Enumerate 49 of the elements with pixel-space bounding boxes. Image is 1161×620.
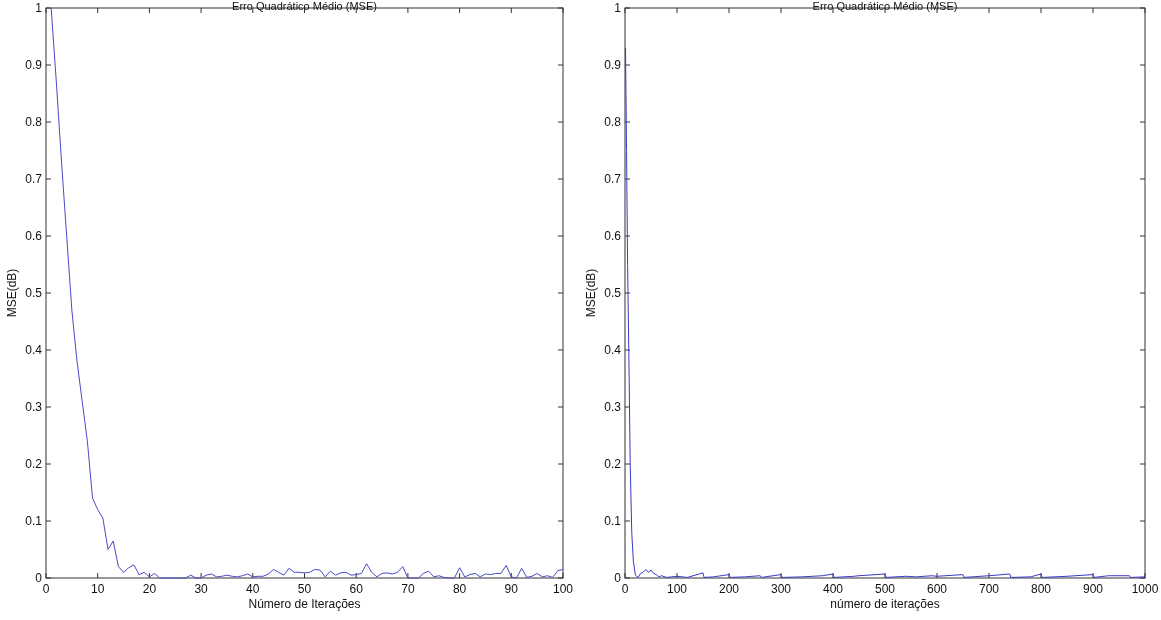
x-axis-title: Número de Iterações — [248, 597, 361, 611]
chart-title: Erro Quadrático Médio (MSE) — [812, 0, 958, 12]
x-tick-label: 20 — [142, 582, 157, 596]
x-tick-label: 500 — [874, 582, 896, 596]
y-tick-label: 0.3 — [604, 400, 622, 414]
y-tick-label: 0.8 — [604, 115, 622, 129]
x-tick-label: 800 — [1030, 582, 1052, 596]
y-tick-label: 0.7 — [25, 172, 43, 186]
y-tick-label: 0.4 — [25, 343, 43, 357]
x-tick-label: 900 — [1082, 582, 1104, 596]
y-tick-label: 0.6 — [25, 229, 43, 243]
y-tick-label: 0.4 — [604, 343, 622, 357]
y-tick-label: 0.3 — [25, 400, 43, 414]
y-tick-label: 1 — [35, 1, 43, 15]
x-tick-label: 40 — [246, 582, 260, 596]
chart-title: Erro Quadrático Médio (MSE) — [232, 0, 377, 12]
y-axis-title: MSE(dB) — [584, 268, 598, 318]
y-tick-label: 1 — [614, 1, 622, 15]
y-tick-label: 0.8 — [25, 115, 43, 129]
y-tick-label: 0.9 — [25, 58, 43, 72]
y-tick-label: 0.5 — [25, 286, 43, 300]
x-tick-label: 300 — [770, 582, 792, 596]
y-tick-label: 0.2 — [25, 457, 43, 471]
line-series — [625, 47, 1146, 578]
y-axis-title: MSE(dB) — [5, 268, 19, 318]
x-tick-label: 10 — [91, 582, 105, 596]
x-tick-label: 1000 — [1131, 582, 1159, 596]
x-tick-label: 90 — [504, 582, 519, 596]
y-tick-label: 0.1 — [25, 514, 43, 528]
y-tick-label: 0.9 — [604, 58, 622, 72]
x-tick-label: 80 — [452, 582, 467, 596]
x-tick-label: 200 — [718, 582, 740, 596]
x-tick-label: 30 — [194, 582, 209, 596]
y-tick-label: 0.7 — [604, 172, 622, 186]
x-tick-label: 400 — [822, 582, 844, 596]
x-tick-label: 700 — [978, 582, 1000, 596]
x-tick-label: 100 — [552, 582, 574, 596]
x-tick-label: 50 — [297, 582, 312, 596]
x-axis-title: número de iterações — [830, 597, 940, 611]
y-tick-label: 0.6 — [604, 229, 622, 243]
x-tick-label: 600 — [926, 582, 948, 596]
y-tick-label: 0.2 — [604, 457, 622, 471]
y-tick-label: 0 — [35, 571, 43, 585]
x-tick-label: 100 — [666, 582, 688, 596]
x-tick-label: 70 — [401, 582, 415, 596]
y-tick-label: 0.1 — [604, 514, 622, 528]
y-tick-label: 0.5 — [604, 286, 622, 300]
y-tick-label: 0 — [614, 571, 622, 585]
x-tick-label: 60 — [349, 582, 364, 596]
